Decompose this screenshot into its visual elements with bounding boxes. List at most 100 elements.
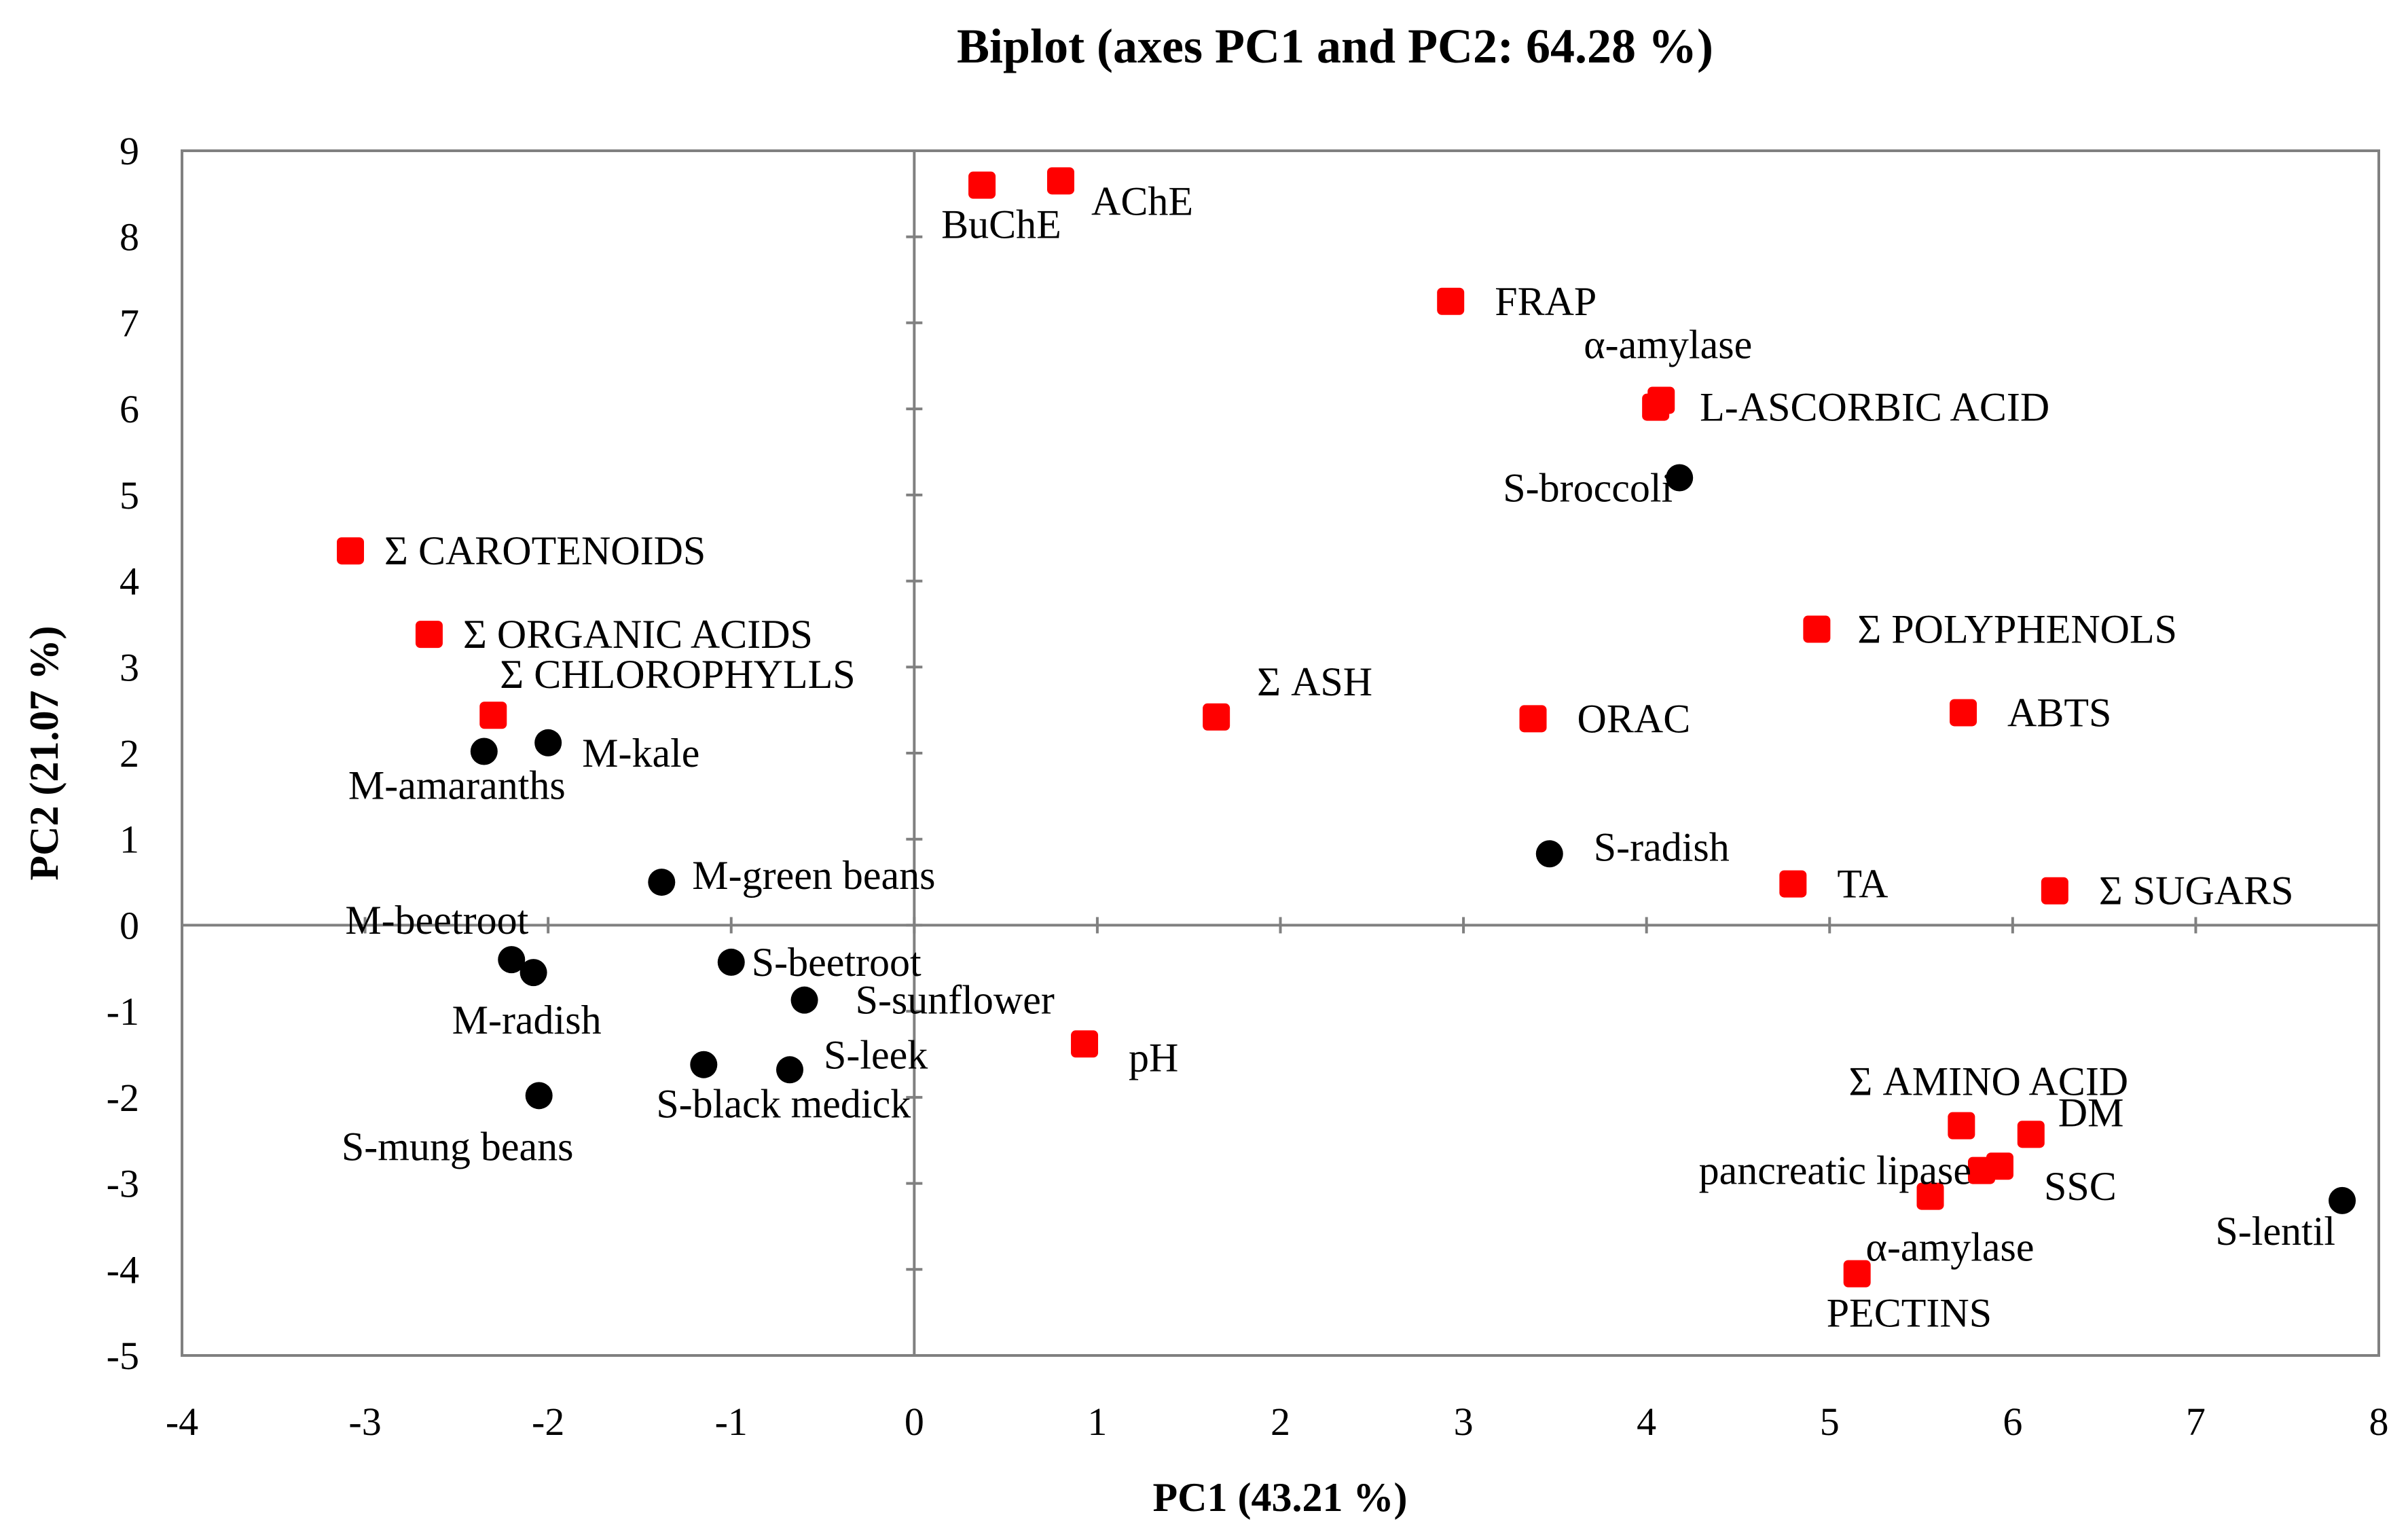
variable-label: SSC (2044, 1164, 2117, 1209)
observation-point (776, 1056, 804, 1084)
variable-label: DM (2058, 1090, 2124, 1135)
variable-point (1950, 699, 1977, 727)
variable-label: Σ SUGARS (2099, 869, 2294, 913)
x-tick-label: -1 (715, 1400, 748, 1444)
y-tick-label: -5 (107, 1334, 139, 1378)
observation-label: M-green beans (692, 853, 935, 898)
observation-point (1666, 464, 1694, 492)
observation-label: S-black medick (656, 1082, 911, 1127)
observation-label: S-broccoli (1503, 466, 1673, 511)
variable-label: ABTS (2007, 690, 2111, 735)
observation-point (498, 946, 526, 974)
observation-point (648, 869, 676, 896)
variable-point (1803, 615, 1831, 643)
observation-label: S-radish (1594, 824, 1730, 869)
observation-point (1535, 840, 1563, 868)
observation-point (470, 737, 498, 765)
variable-point (1642, 393, 1670, 421)
observation-point (717, 948, 745, 976)
variable-point (1968, 1156, 1996, 1184)
y-tick-label: 9 (120, 129, 139, 173)
variable-label: PECTINS (1827, 1291, 1992, 1336)
observation-label: M-beetroot (345, 898, 528, 943)
observation-label: S-leek (824, 1032, 928, 1077)
variable-label: pancreatic lipase (1699, 1148, 1971, 1193)
observation-point (790, 986, 818, 1014)
x-tick-label: 3 (1454, 1400, 1474, 1444)
y-tick-label: -1 (107, 989, 139, 1034)
variable-label: Σ POLYPHENOLS (1857, 607, 2177, 652)
variable-label: Σ AMINO ACID (1849, 1059, 2129, 1104)
variable-label: BuChE (941, 202, 1061, 247)
x-tick-label: -2 (532, 1400, 564, 1444)
y-tick-label: 5 (120, 473, 139, 517)
y-tick-label: 2 (120, 731, 139, 776)
variable-label: Σ CHLOROPHYLLS (500, 652, 855, 697)
variable-point (1203, 703, 1230, 731)
variable-label: FRAP (1495, 279, 1597, 324)
variable-label: AChE (1091, 179, 1193, 223)
y-tick-label: 6 (120, 387, 139, 431)
y-axis-ticks: -5 -4 -3 -2 -1 0 1 2 3 4 5 6 7 8 9 (107, 129, 923, 1378)
y-tick-label: 7 (120, 301, 139, 345)
x-tick-label: 0 (905, 1400, 924, 1444)
y-tick-label: 3 (120, 645, 139, 689)
variable-point (1916, 1182, 1944, 1210)
x-tick-label: 1 (1087, 1400, 1107, 1444)
variable-point (1437, 287, 1465, 315)
variable-point (1843, 1260, 1871, 1288)
variable-point (1948, 1112, 1975, 1140)
variable-point (2017, 1121, 2045, 1148)
variable-label: Σ ASH (1257, 659, 1372, 704)
variable-point (479, 702, 507, 729)
observation-point (690, 1051, 718, 1078)
x-tick-label: 6 (2003, 1400, 2022, 1444)
variable-point (1779, 870, 1807, 898)
variable-label: L-ASCORBIC ACID (1700, 385, 2049, 430)
x-tick-label: 5 (1820, 1400, 1840, 1444)
y-tick-label: -4 (107, 1247, 139, 1292)
observation-label: M-amaranths (348, 763, 566, 807)
y-tick-label: 1 (120, 818, 139, 862)
variable-point (1071, 1030, 1099, 1058)
x-axis-title: PC1 (43.21 %) (1153, 1475, 1408, 1520)
variable-label: TA (1837, 862, 1888, 907)
plot-frame (181, 149, 2380, 1357)
observation-point (525, 1082, 553, 1110)
observation-label: S-sunflower (856, 978, 1055, 1023)
observation-point (519, 959, 547, 987)
x-tick-label: -4 (166, 1400, 198, 1444)
variable-label: pH (1129, 1035, 1178, 1080)
data-points (337, 167, 2356, 1288)
variable-label: α-amylase (1584, 322, 1752, 367)
observation-label: S-beetroot (752, 940, 922, 985)
y-tick-label: -3 (107, 1162, 139, 1206)
y-tick-label: 4 (120, 560, 139, 604)
variable-point (415, 621, 443, 649)
variable-label: Σ CAROTENOIDS (384, 528, 706, 573)
observation-label: M-radish (452, 998, 602, 1042)
variable-point (2041, 877, 2068, 905)
x-tick-label: 8 (2369, 1400, 2389, 1444)
variable-label: α-amylase (1866, 1225, 2035, 1270)
x-tick-label: -3 (348, 1400, 381, 1444)
x-tick-label: 2 (1271, 1400, 1290, 1444)
y-tick-label: 8 (120, 215, 139, 259)
variable-point (337, 537, 365, 565)
observation-label: S-lentil (2215, 1209, 2335, 1254)
y-axis-title: PC2 (21.07 %) (22, 626, 67, 881)
x-tick-label: 7 (2186, 1400, 2206, 1444)
variable-point (968, 171, 996, 199)
y-tick-label: -2 (107, 1076, 139, 1120)
chart-title: Biplot (axes PC1 and PC2: 64.28 %) (957, 19, 1713, 73)
variable-point (1519, 705, 1547, 733)
variable-label: ORAC (1577, 696, 1691, 741)
x-tick-label: 4 (1637, 1400, 1656, 1444)
y-tick-label: 0 (120, 903, 139, 947)
observation-point (2329, 1186, 2356, 1214)
observation-label: M-kale (582, 731, 699, 776)
x-axis-ticks: -4 -3 -2 -1 0 1 2 3 4 5 6 7 8 (166, 917, 2389, 1444)
